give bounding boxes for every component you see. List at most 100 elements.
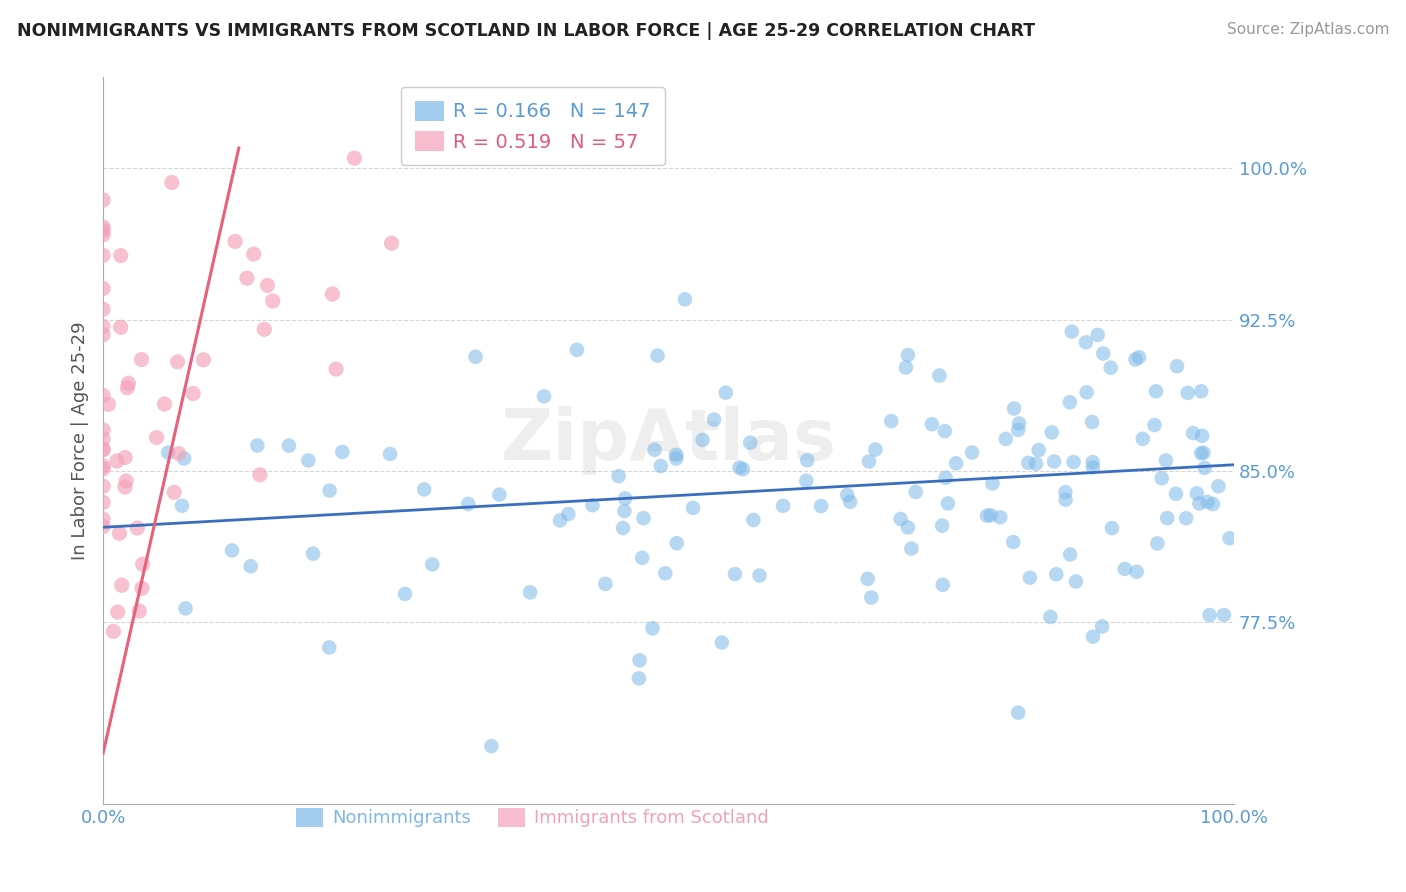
Point <box>796 453 818 467</box>
Point <box>614 491 637 506</box>
Point <box>897 520 920 534</box>
Point <box>236 271 259 285</box>
Point <box>131 352 153 367</box>
Point <box>1002 401 1025 416</box>
Point <box>945 456 967 470</box>
Point <box>103 624 125 639</box>
Point <box>1182 426 1205 441</box>
Point <box>1189 384 1212 399</box>
Point <box>1099 360 1122 375</box>
Point <box>91 512 114 526</box>
Point <box>1219 531 1241 545</box>
Point <box>262 293 284 308</box>
Point <box>928 368 950 383</box>
Point <box>1198 608 1220 623</box>
Point <box>181 386 204 401</box>
Point <box>960 445 983 459</box>
Point <box>1154 453 1177 467</box>
Point <box>91 458 114 473</box>
Point <box>1146 536 1168 550</box>
Point <box>1081 460 1104 475</box>
Point <box>1132 432 1154 446</box>
Point <box>246 439 269 453</box>
Point <box>934 424 956 438</box>
Point <box>174 601 197 615</box>
Point <box>627 672 650 686</box>
Point <box>980 508 1002 523</box>
Point <box>557 507 579 521</box>
Point <box>1143 418 1166 433</box>
Point <box>166 355 188 369</box>
Point <box>988 510 1011 524</box>
Point <box>91 302 114 317</box>
Point <box>1019 571 1042 585</box>
Point <box>837 488 859 502</box>
Point <box>1150 471 1173 485</box>
Point <box>1060 325 1083 339</box>
Point <box>97 397 120 411</box>
Point <box>91 319 114 334</box>
Point <box>1128 350 1150 364</box>
Point <box>860 591 883 605</box>
Point <box>890 512 912 526</box>
Point <box>277 439 299 453</box>
Text: ZipAtlas: ZipAtlas <box>501 406 837 475</box>
Point <box>921 417 943 432</box>
Point <box>894 360 917 375</box>
Point <box>108 526 131 541</box>
Point <box>839 495 862 509</box>
Point <box>110 320 132 334</box>
Point <box>612 521 634 535</box>
Legend: Nonimmigrants, Immigrants from Scotland: Nonimmigrants, Immigrants from Scotland <box>290 801 776 835</box>
Point <box>1091 619 1114 633</box>
Point <box>479 739 502 753</box>
Point <box>91 223 114 237</box>
Point <box>91 248 114 262</box>
Point <box>153 397 176 411</box>
Point <box>249 467 271 482</box>
Point <box>242 247 264 261</box>
Point <box>224 235 246 249</box>
Point <box>91 193 114 207</box>
Point <box>1081 415 1104 429</box>
Point <box>981 476 1004 491</box>
Point <box>91 519 114 533</box>
Point <box>131 557 153 571</box>
Point <box>548 513 571 527</box>
Point <box>114 480 136 494</box>
Point <box>221 543 243 558</box>
Point <box>1208 479 1230 493</box>
Point <box>91 281 114 295</box>
Point <box>111 578 134 592</box>
Point <box>1087 327 1109 342</box>
Point <box>654 566 676 581</box>
Point <box>117 381 139 395</box>
Point <box>1188 496 1211 510</box>
Point <box>581 498 603 512</box>
Point <box>105 454 128 468</box>
Point <box>1043 454 1066 468</box>
Point <box>1202 497 1225 511</box>
Point <box>1081 630 1104 644</box>
Point <box>731 462 754 476</box>
Point <box>682 500 704 515</box>
Point <box>904 484 927 499</box>
Point <box>897 348 920 362</box>
Point <box>1175 511 1198 525</box>
Point <box>1054 485 1077 500</box>
Point <box>665 536 688 550</box>
Point <box>115 474 138 488</box>
Point <box>318 640 340 655</box>
Point <box>1166 359 1188 374</box>
Point <box>91 462 114 476</box>
Point <box>794 474 817 488</box>
Point <box>91 479 114 493</box>
Point <box>343 151 366 165</box>
Point <box>318 483 340 498</box>
Point <box>1045 567 1067 582</box>
Point <box>665 448 688 462</box>
Point <box>330 445 353 459</box>
Point <box>703 412 725 426</box>
Point <box>1197 495 1219 509</box>
Point <box>1059 395 1081 409</box>
